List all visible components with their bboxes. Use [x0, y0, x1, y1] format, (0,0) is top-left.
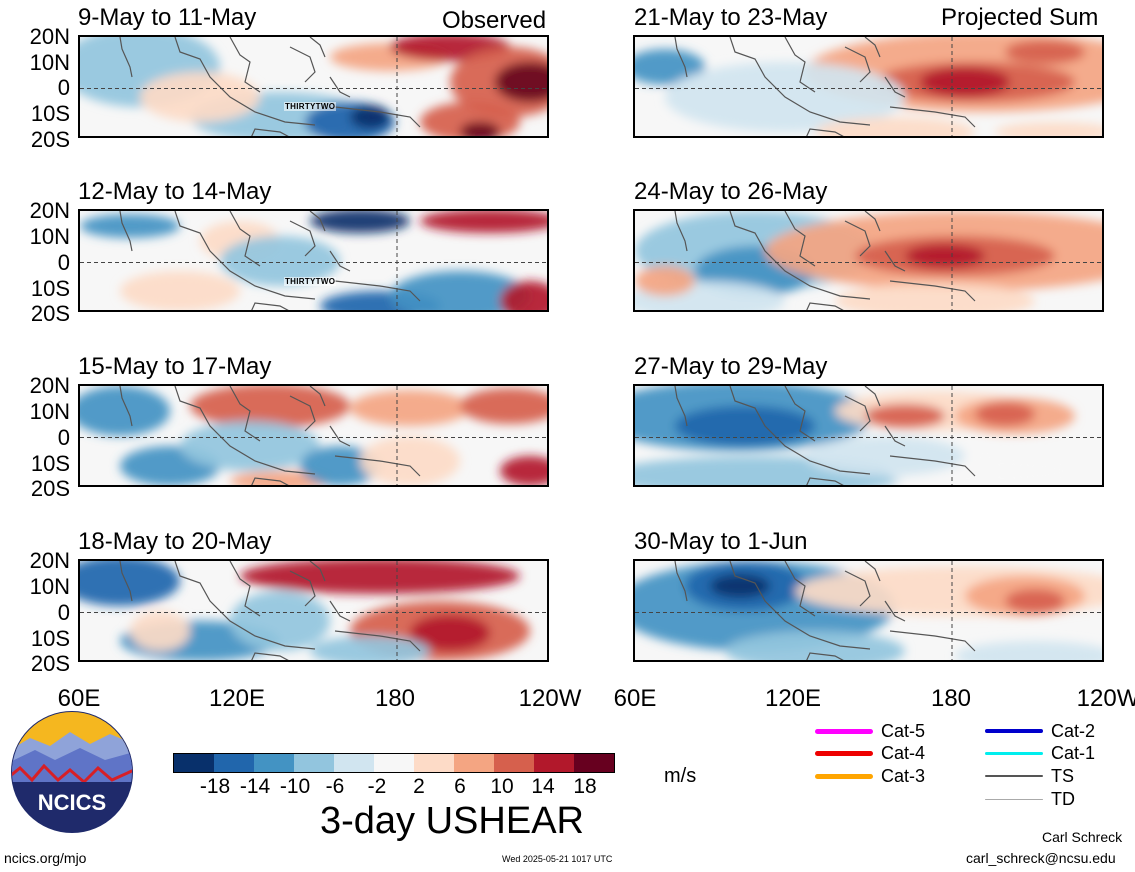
panel-title-left-1: 9-May to 11-May: [78, 4, 257, 31]
lon-label: 120W: [1076, 685, 1135, 712]
lat-label: 20S: [30, 476, 70, 501]
panel-title-right-3: 27-May to 29-May: [634, 353, 828, 380]
panel-right-1: [633, 35, 1104, 138]
lon-label: 180: [374, 685, 416, 712]
panel-right-2: [633, 209, 1104, 312]
colorbar-tick: 14: [531, 775, 555, 798]
lat-label: 10N: [29, 224, 70, 249]
lat-label: 20N: [29, 24, 70, 49]
legend-line-td: [985, 798, 1043, 800]
legend-line-cat2: [985, 729, 1043, 733]
lat-label: 10S: [30, 626, 70, 651]
storm-label-thirtytwo: THIRTYTWO: [284, 277, 337, 286]
ncics-logo: NCICS: [11, 711, 133, 833]
colorbar-tick: -2: [367, 775, 387, 798]
panel-title-right-1: 21-May to 23-May: [634, 4, 828, 31]
colorbar-swatch: [214, 754, 254, 772]
main-title: 3-day USHEAR: [320, 800, 584, 842]
colorbar-swatch: [174, 754, 214, 772]
panel-left-4: [78, 559, 549, 662]
panel-left-1: [78, 35, 549, 138]
colorbar-swatch: [414, 754, 454, 772]
lon-label: 120W: [518, 685, 582, 712]
lat-label: 20N: [29, 548, 70, 573]
colorbar-swatch: [254, 754, 294, 772]
lon-label: 120E: [764, 685, 822, 712]
colorbar: [173, 753, 615, 773]
observed-header: Observed: [442, 7, 547, 34]
colorbar-swatch: [494, 754, 534, 772]
colorbar-swatch: [574, 754, 614, 772]
storm-label-thirtytwo: THIRTYTWO: [284, 102, 337, 111]
colorbar-tick: 2: [413, 775, 425, 798]
legend-cat4: Cat-4: [815, 742, 925, 764]
lon-label: 120E: [208, 685, 266, 712]
panel-title-left-3: 15-May to 17-May: [78, 353, 272, 380]
lat-label: 20S: [30, 127, 70, 152]
lat-label: 0: [57, 600, 70, 625]
lon-label: 180: [930, 685, 972, 712]
legend-line-cat5: [815, 728, 873, 734]
lon-label: 60E: [57, 685, 101, 712]
legend-line-cat1: [985, 751, 1043, 755]
colorbar-tick: -10: [279, 775, 311, 798]
lat-label: 10S: [30, 276, 70, 301]
projected-header: Projected Sum: [941, 4, 1099, 31]
colorbar-tick: -6: [325, 775, 345, 798]
panel-left-2: [78, 209, 549, 312]
footer-url[interactable]: ncics.org/mjo: [4, 850, 87, 866]
legend-td: TD: [985, 788, 1075, 810]
legend-cat1: Cat-1: [985, 742, 1095, 764]
legend-ts: TS: [985, 765, 1074, 787]
lat-label: 10N: [29, 50, 70, 75]
panel-right-3: [633, 384, 1104, 487]
footer-email[interactable]: carl_schreck@ncsu.edu: [966, 850, 1116, 866]
lat-label: 10S: [30, 451, 70, 476]
colorbar-tick: 18: [573, 775, 597, 798]
panel-right-4: [633, 559, 1104, 662]
colorbar-swatch: [534, 754, 574, 772]
lat-label: 20S: [30, 651, 70, 676]
colorbar-swatch: [454, 754, 494, 772]
colorbar-swatch: [374, 754, 414, 772]
lat-label: 0: [57, 75, 70, 100]
legend-cat5: Cat-5: [815, 720, 925, 742]
legend-line-ts: [985, 775, 1043, 777]
legend-cat2: Cat-2: [985, 720, 1095, 742]
legend-cat3: Cat-3: [815, 765, 925, 787]
lat-label: 20S: [30, 301, 70, 326]
colorbar-swatch: [294, 754, 334, 772]
lat-label: 0: [57, 250, 70, 275]
panel-title-left-4: 18-May to 20-May: [78, 528, 272, 555]
panel-title-left-2: 12-May to 14-May: [78, 178, 272, 205]
lat-label: 10S: [30, 101, 70, 126]
footer-author: Carl Schreck: [1042, 829, 1123, 845]
panel-title-right-4: 30-May to 1-Jun: [634, 528, 808, 555]
units-label: m/s: [664, 765, 697, 787]
svg-text:NCICS: NCICS: [38, 790, 106, 815]
colorbar-tick: -14: [239, 775, 271, 798]
colorbar-tick: -18: [199, 775, 231, 798]
lat-label: 10N: [29, 399, 70, 424]
legend-line-cat4: [815, 750, 873, 756]
colorbar-tick: 6: [454, 775, 466, 798]
panel-title-right-2: 24-May to 26-May: [634, 178, 828, 205]
lon-label: 60E: [613, 685, 657, 712]
lat-label: 10N: [29, 574, 70, 599]
lat-label: 20N: [29, 198, 70, 223]
footer-timestamp: Wed 2025-05-21 1017 UTC: [502, 854, 613, 864]
lat-label: 0: [57, 425, 70, 450]
colorbar-swatch: [334, 754, 374, 772]
lat-label: 20N: [29, 373, 70, 398]
panel-left-3: [78, 384, 549, 487]
colorbar-tick: 10: [490, 775, 514, 798]
legend-line-cat3: [815, 773, 873, 779]
